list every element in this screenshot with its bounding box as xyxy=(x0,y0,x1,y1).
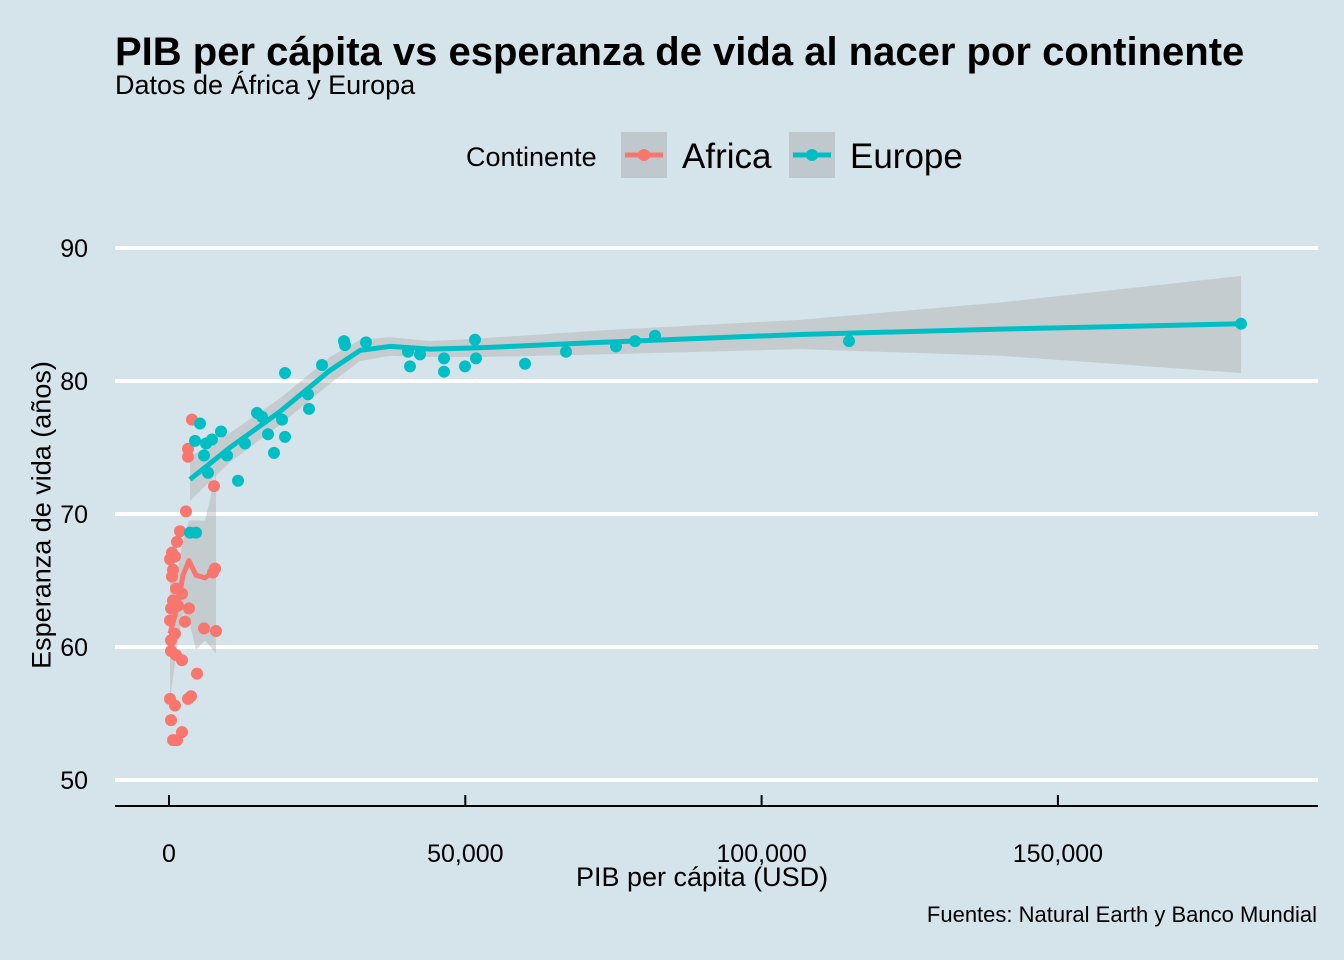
data-point-europe xyxy=(276,413,289,426)
legend-title: Continente xyxy=(466,142,597,172)
data-point-africa xyxy=(176,654,189,667)
x-tick-label: 50,000 xyxy=(427,840,503,868)
data-point-africa xyxy=(165,714,178,727)
legend-key-point xyxy=(806,149,818,161)
data-point-europe xyxy=(200,437,213,450)
data-point-europe xyxy=(438,365,451,378)
data-point-europe xyxy=(316,359,329,372)
data-point-europe xyxy=(470,352,483,365)
y-tick-label: 90 xyxy=(60,235,88,263)
x-tick-label: 100,000 xyxy=(716,840,806,868)
data-point-europe xyxy=(459,360,472,373)
data-point-africa xyxy=(208,480,221,493)
smooth-line-africa xyxy=(167,558,218,635)
data-point-africa xyxy=(209,625,222,638)
y-axis-label: Esperanza de vida (años) xyxy=(26,361,57,669)
data-point-europe xyxy=(261,428,274,441)
chart-subtitle: Datos de África y Europa xyxy=(115,70,416,100)
smooth-line-europe xyxy=(188,321,1242,482)
data-point-europe xyxy=(339,339,352,352)
y-tick-label: 60 xyxy=(60,634,88,662)
data-point-europe xyxy=(843,335,856,348)
confidence-band-europe xyxy=(190,275,1242,501)
x-tick-label: 150,000 xyxy=(1013,840,1103,868)
data-point-africa xyxy=(180,505,193,518)
data-point-africa xyxy=(171,535,184,548)
legend-label-africa: Africa xyxy=(682,137,772,176)
data-point-africa xyxy=(165,570,178,583)
data-point-africa xyxy=(183,602,196,615)
data-point-europe xyxy=(197,449,210,462)
chart-title: PIB per cápita vs esperanza de vida al n… xyxy=(115,30,1245,74)
data-point-africa xyxy=(165,634,178,647)
data-point-europe xyxy=(360,336,373,349)
caption: Fuentes: Natural Earth y Banco Mundial xyxy=(926,902,1317,927)
data-point-africa xyxy=(179,615,192,628)
y-tick-label: 50 xyxy=(60,767,88,795)
y-tick-label: 80 xyxy=(60,368,88,396)
data-point-africa xyxy=(191,667,204,680)
data-point-europe xyxy=(438,352,451,365)
data-point-europe xyxy=(303,402,316,415)
legend-key-point xyxy=(638,149,650,161)
data-point-europe xyxy=(469,333,482,346)
x-tick-label: 0 xyxy=(162,840,176,868)
data-point-europe xyxy=(279,430,292,443)
data-point-europe xyxy=(519,357,532,370)
data-point-europe xyxy=(189,434,202,447)
data-point-europe xyxy=(414,348,427,361)
data-point-africa xyxy=(164,553,177,566)
data-point-europe xyxy=(232,474,245,487)
data-point-africa xyxy=(171,734,184,747)
data-point-europe xyxy=(279,367,292,380)
data-point-europe xyxy=(189,526,202,539)
data-point-africa xyxy=(173,525,186,538)
data-point-europe xyxy=(215,425,228,438)
y-tick-label: 70 xyxy=(60,501,88,529)
data-point-africa xyxy=(181,450,194,463)
data-point-africa xyxy=(181,692,194,705)
data-point-africa xyxy=(169,699,182,712)
data-point-europe xyxy=(193,417,206,430)
data-point-europe xyxy=(268,446,281,459)
confidence-band-africa xyxy=(170,474,216,701)
data-point-europe xyxy=(560,345,573,358)
data-point-africa xyxy=(197,622,210,635)
x-axis-label: PIB per cápita (USD) xyxy=(576,862,829,892)
data-point-europe xyxy=(404,360,417,373)
legend-label-europe: Europe xyxy=(850,137,963,176)
